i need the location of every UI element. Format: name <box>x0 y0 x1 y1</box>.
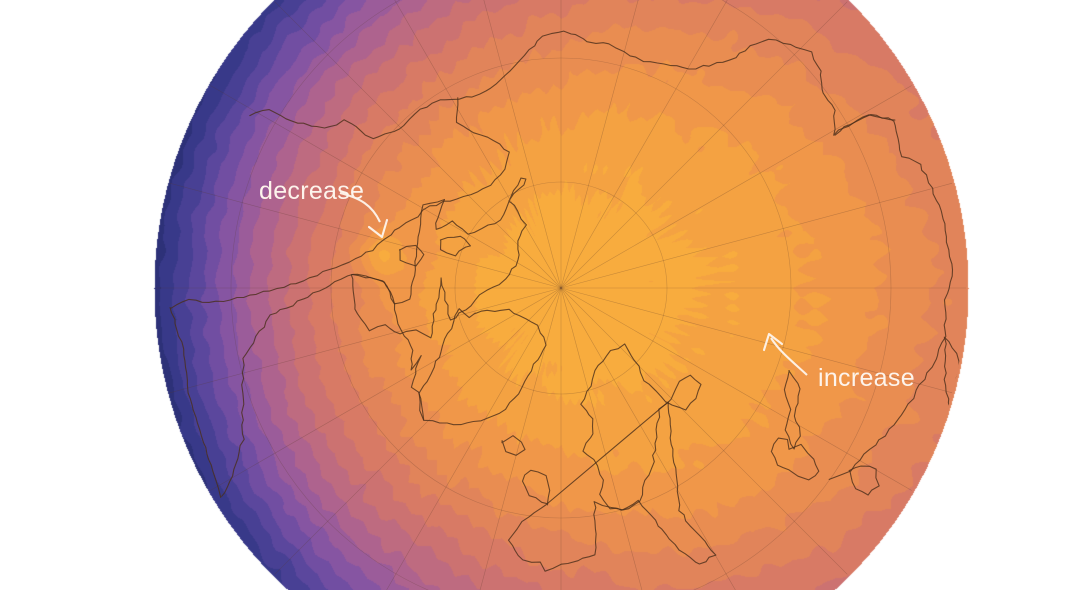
svg-text:decrease: decrease <box>259 177 364 205</box>
svg-text:increase: increase <box>818 364 915 392</box>
